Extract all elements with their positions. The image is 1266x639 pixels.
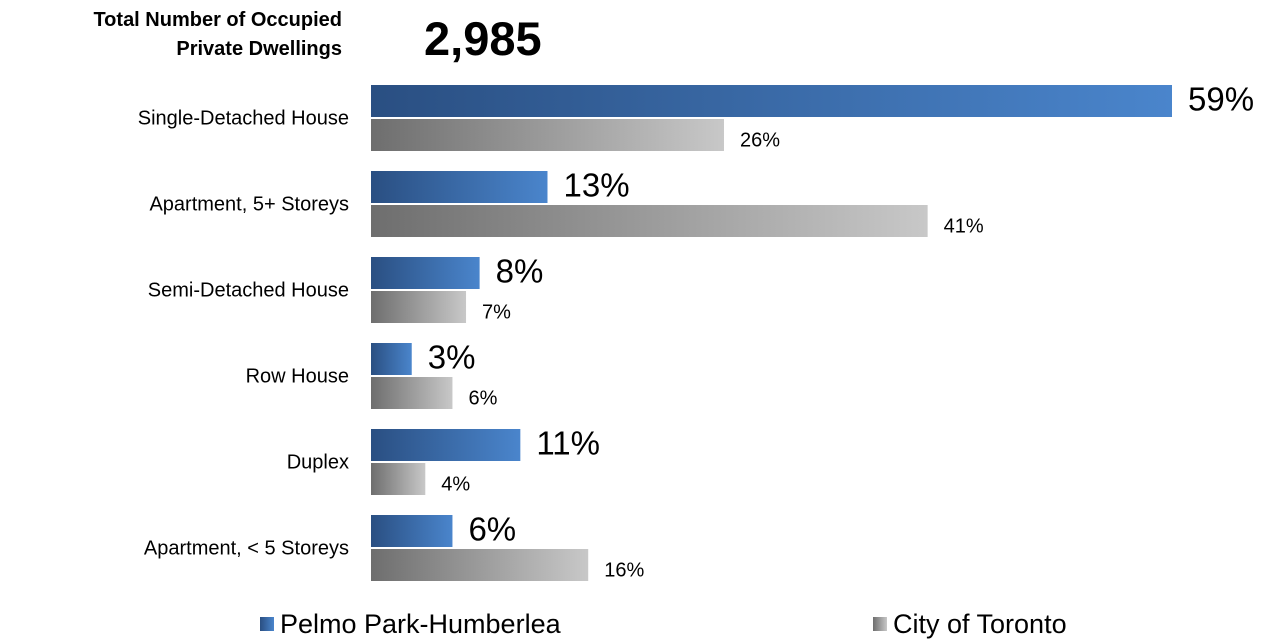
bar-city-of-toronto bbox=[371, 463, 426, 495]
data-label-pelmo-park: 6% bbox=[468, 511, 516, 548]
data-label-city-of-toronto: 7% bbox=[482, 301, 511, 323]
bar-city-of-toronto bbox=[371, 291, 467, 323]
bar-pelmo-park bbox=[371, 85, 1172, 117]
legend-item-series2: City of Toronto bbox=[873, 609, 1067, 639]
data-label-city-of-toronto: 16% bbox=[604, 559, 644, 581]
data-label-city-of-toronto: 4% bbox=[441, 473, 470, 495]
header-label-line1: Total Number of Occupied bbox=[93, 9, 342, 31]
bar-city-of-toronto bbox=[371, 119, 724, 151]
data-label-pelmo-park: 8% bbox=[496, 253, 544, 290]
category-label: Apartment, < 5 Storeys bbox=[144, 537, 349, 559]
data-label-pelmo-park: 59% bbox=[1188, 81, 1254, 118]
data-label-pelmo-park: 13% bbox=[563, 167, 629, 204]
bar-pelmo-park bbox=[371, 429, 521, 461]
data-label-city-of-toronto: 41% bbox=[944, 215, 984, 237]
bar-pelmo-park bbox=[371, 515, 453, 547]
data-label-city-of-toronto: 6% bbox=[468, 387, 497, 409]
legend-swatch-gray bbox=[873, 617, 887, 631]
legend-item-series1: Pelmo Park-Humberlea bbox=[260, 609, 561, 639]
category-label: Single-Detached House bbox=[138, 107, 349, 129]
data-label-pelmo-park: 3% bbox=[428, 339, 476, 376]
data-label-pelmo-park: 11% bbox=[536, 425, 600, 462]
category-label: Duplex bbox=[287, 451, 349, 473]
category-label: Row House bbox=[246, 365, 349, 387]
bar-city-of-toronto bbox=[371, 549, 589, 581]
total-dwellings-value: 2,985 bbox=[424, 12, 542, 65]
bar-chart: Single-Detached House 59% 26% Apartment, 5+… bbox=[138, 81, 1254, 582]
legend-label-series2: City of Toronto bbox=[893, 609, 1067, 639]
category-label: Semi-Detached House bbox=[148, 279, 349, 301]
category-label: Apartment, 5+ Storeys bbox=[149, 193, 349, 215]
data-label-city-of-toronto: 26% bbox=[740, 129, 780, 151]
bar-city-of-toronto bbox=[371, 205, 928, 237]
bar-pelmo-park bbox=[371, 171, 548, 203]
bar-pelmo-park bbox=[371, 343, 412, 375]
header-label: Total Number of Occupied Private Dwellin… bbox=[93, 6, 342, 64]
legend-swatch-blue bbox=[260, 617, 274, 631]
legend-label-series1: Pelmo Park-Humberlea bbox=[280, 609, 561, 639]
header-label-line2: Private Dwellings bbox=[176, 38, 342, 60]
bar-pelmo-park bbox=[371, 257, 480, 289]
bar-city-of-toronto bbox=[371, 377, 453, 409]
